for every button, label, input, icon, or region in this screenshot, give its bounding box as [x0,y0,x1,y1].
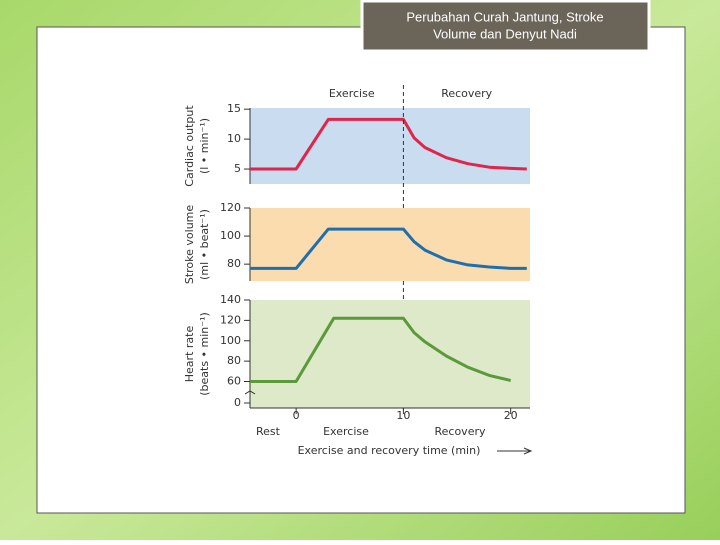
phase-label: Recovery [434,425,485,438]
y-tick-label: 100 [220,229,241,242]
y-tick-label: 60 [227,375,241,388]
axis-break [244,390,256,395]
slide-title: Volume dan Denyut Nadi [433,26,577,41]
x-axis-arrow [497,447,533,455]
phase-label: Exercise [323,425,369,438]
x-tick-label: 10 [396,409,410,422]
title-box [360,0,651,53]
y-tick-label: 10 [227,132,241,145]
x-tick-label: 0 [293,409,300,422]
y-tick-label: 100 [220,334,241,347]
phase-header: Recovery [441,87,492,100]
data-line [250,316,512,383]
y-axis-label: (l • min⁻¹) [198,118,211,174]
y-axis-label: Cardiac output [183,105,196,187]
slide-title: Perubahan Curah Jantung, Stroke [406,9,603,24]
y-axis-label: (beats • min⁻¹) [198,312,211,396]
y-tick-label: 140 [220,293,241,306]
data-line [250,117,527,171]
y-axis-label: (ml • beat⁻¹) [198,209,211,280]
chart: 5 10 15 Cardiac output (l • min⁻¹) Exercise Re… [183,85,533,457]
y-tick-label: 120 [220,313,241,326]
x-tick-label: 20 [504,409,518,422]
y-tick-label: 5 [234,162,241,175]
x-axis-label: Exercise and recovery time (min) [298,444,481,457]
phase-header: Exercise [329,87,375,100]
y-tick-label: 80 [227,257,241,270]
y-tick-label: 120 [220,201,241,214]
y-axis-label: Stroke volume [183,205,196,285]
y-tick-label: 15 [227,102,241,115]
y-tick-label: 0 [234,396,241,409]
phase-label: Rest [256,425,281,438]
data-line [250,227,527,270]
panel-background [250,208,530,281]
y-tick-label: 80 [227,354,241,367]
y-axis-label: Heart rate [183,326,196,383]
panel-background [250,300,530,408]
